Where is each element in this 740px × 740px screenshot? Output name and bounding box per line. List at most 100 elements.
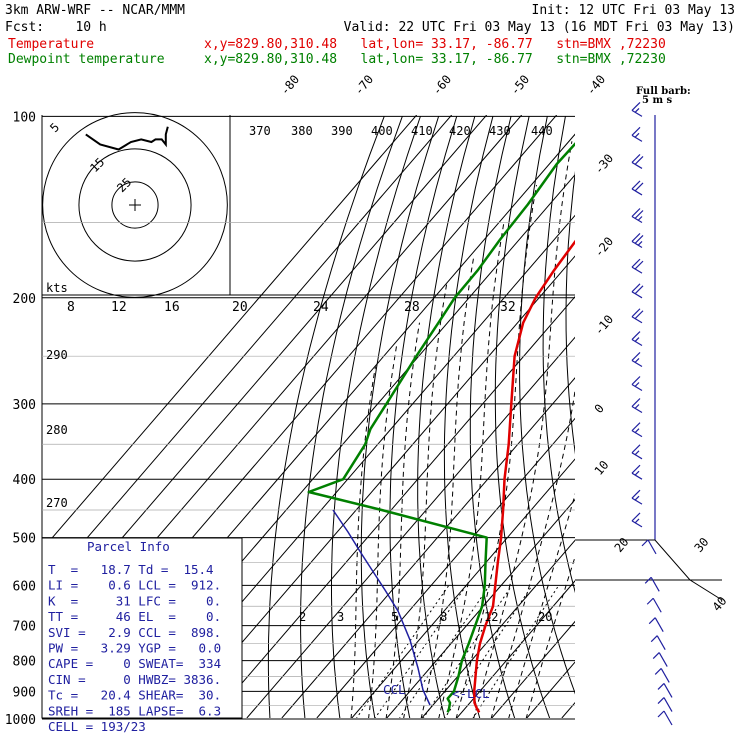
wind-barb (657, 710, 673, 726)
wind-barb (631, 101, 643, 117)
dry-adiabat (728, 116, 740, 731)
wind-barb (650, 635, 666, 651)
theta-label: 370 (249, 124, 271, 138)
pressure-label: 600 (13, 579, 36, 594)
mixing-ratio-label: 5 (391, 610, 398, 624)
moist-adiabat (490, 387, 575, 718)
init-time: Init: 12 UTC Fri 03 May 13 (532, 3, 736, 18)
legend-temperature: Temperature (8, 37, 94, 52)
hodograph-ring (78, 148, 192, 262)
moist-adiabat (403, 284, 448, 718)
isotherm-line (351, 458, 575, 718)
parcel-info-title: Parcel Info (87, 539, 170, 554)
mixing-ratio-label: 8 (440, 610, 447, 624)
isotherm-label: -70 (352, 72, 377, 98)
legend-dewpoint-location: x,y=829.80,310.48 lat,lon= 33.17, -86.77… (204, 52, 666, 67)
dry-adiabat (671, 116, 740, 731)
isotherm-label: 30 (692, 535, 712, 555)
parcel-info-panel: Parcel Info T = 18.7 Td = 15.4LI = 0.6 L… (41, 537, 243, 734)
dry-adiabat (267, 116, 385, 718)
theta-label: 380 (291, 124, 313, 138)
pressure-label: 800 (13, 655, 36, 670)
wind-barb (631, 444, 643, 460)
wind-barb (631, 331, 643, 347)
wind-barb (631, 258, 644, 274)
mixing-ratio-line (472, 585, 560, 718)
pressure-label: 100 (13, 110, 36, 125)
moist-adiabat (455, 185, 537, 718)
moist-adiabat (350, 366, 376, 718)
isotherm-line (386, 498, 575, 718)
dry-adiabat (300, 116, 403, 718)
mixing-ratio-label: 20 (538, 610, 552, 624)
isotherm-line (316, 417, 575, 718)
wind-barb (646, 597, 662, 613)
wind-barb (631, 512, 643, 528)
wind-barb (631, 154, 644, 169)
hodograph-ring (111, 181, 159, 229)
isotherm-line (246, 336, 575, 718)
isotherm-label: 0 (592, 401, 607, 416)
dry-adiabat (565, 170, 575, 455)
dry-adiabat (710, 116, 740, 731)
pressure-label: 700 (13, 620, 36, 635)
parcel-info-row: K = 31 LFC = 0. (48, 593, 221, 608)
legend-temperature-location: x,y=829.80,310.48 lat,lon= 33.17, -86.77… (204, 37, 666, 52)
dry-adiabat (469, 116, 516, 718)
mixing-ratio-line (444, 585, 533, 718)
isotherm-label: -20 (592, 234, 617, 260)
dry-adiabat (631, 116, 740, 731)
mixing-ratio-label: 12 (484, 610, 498, 624)
wind-barb (631, 233, 644, 248)
hodograph-speed-label: 20 (232, 300, 248, 315)
parcel-trace (332, 509, 431, 706)
wind-barb (654, 668, 670, 683)
isotherm-label: -30 (592, 151, 617, 177)
parcel-info-row: Tc = 20.4 SHEAR= 30. (48, 688, 221, 703)
dry-adiabat (542, 116, 575, 594)
isotherm-label: -40 (584, 72, 609, 98)
dry-adiabat (519, 116, 575, 695)
pressure-label: 1000 (5, 713, 36, 728)
isotherm-line (176, 255, 575, 718)
pressure-label: 500 (13, 532, 36, 547)
theta-label-left: 270 (46, 496, 68, 510)
mixing-ratio-line (356, 585, 450, 718)
barb-legend-value: 5 m s (642, 95, 673, 106)
dry-adiabat (494, 116, 551, 718)
wind-barbs (575, 101, 723, 726)
wind-barb (631, 180, 644, 196)
temperature-trace (472, 239, 575, 714)
barb-legend-title: Full barb: (636, 86, 691, 97)
parcel-info-row: SVI = 2.9 CCL = 898. (48, 625, 221, 640)
theta-label: 390 (331, 124, 353, 138)
isotherm-line (561, 701, 575, 718)
parcel-info-row: CELL = 193/23 (48, 719, 146, 734)
isotherm-line (597, 115, 740, 718)
wind-barb (657, 683, 673, 698)
moist-adiabat (473, 141, 573, 718)
isotherm-line (211, 295, 575, 718)
pressure-label: 900 (13, 685, 36, 700)
theta-label: 420 (449, 124, 471, 138)
hodograph-speed-label: 8 (67, 300, 75, 315)
barb-frame (575, 539, 722, 581)
wind-barb (644, 576, 660, 592)
mixing-ratio-label: 2 (299, 610, 306, 624)
parcel-info-row: SREH = 185 LAPSE= 6.3 (48, 703, 221, 718)
parcel-info-row: LI = 0.6 LCL = 912. (48, 578, 221, 593)
theta-label: 410 (411, 124, 433, 138)
dry-adiabat (588, 116, 697, 731)
moist-adiabat (420, 255, 475, 718)
wind-barb (631, 398, 643, 414)
theta-label: 430 (489, 124, 511, 138)
moist-adiabat (368, 345, 398, 718)
wind-barb (631, 308, 644, 324)
theta-label-left: 280 (46, 423, 68, 437)
isotherm-line (42, 115, 453, 591)
wind-barb (631, 126, 643, 142)
mixing-ratio-label: 3 (337, 610, 344, 624)
dry-adiabat (443, 116, 494, 718)
